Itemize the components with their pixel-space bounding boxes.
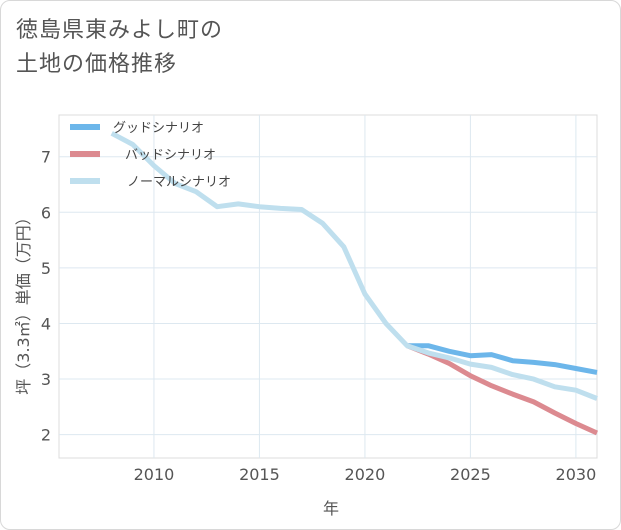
x-tick-label: 2025 (450, 465, 491, 484)
series-line-good (407, 343, 598, 375)
title-line-1: 徳島県東みよし町の (16, 18, 224, 43)
title-line-2: 土地の価格推移 (16, 52, 178, 77)
y-tick-label: 7 (41, 148, 51, 167)
y-tick-label: 2 (41, 426, 51, 445)
y-tick-label: 4 (41, 314, 51, 333)
series-lines (110, 131, 599, 436)
y-axis-ticks: 2 3 4 5 6 7 (41, 148, 51, 445)
plot-area (58, 114, 598, 459)
series-line-normal (110, 131, 598, 401)
y-axis-title: 坪（3.3㎡）単価（万円） (14, 209, 33, 394)
x-tick-label: 2020 (345, 465, 386, 484)
series-line-bad (406, 343, 599, 436)
x-axis-ticks: 2010 2015 2020 2025 2030 (134, 465, 597, 484)
legend-label-normal: ノーマルシナリオ (127, 175, 231, 190)
legend-label-good: グッドシナリオ (113, 121, 204, 136)
x-axis-title: 年 (323, 499, 339, 518)
x-tick-label: 2030 (556, 465, 597, 484)
gridlines (58, 114, 598, 459)
y-tick-label: 3 (41, 370, 51, 389)
x-tick-label: 2010 (134, 465, 175, 484)
legend-label-bad: バッドシナリオ (125, 148, 216, 163)
chart-title: 徳島県東みよし町の 土地の価格推移 (16, 14, 223, 82)
x-tick-label: 2015 (239, 465, 280, 484)
y-tick-label: 6 (41, 203, 51, 222)
y-tick-label: 5 (41, 259, 51, 278)
